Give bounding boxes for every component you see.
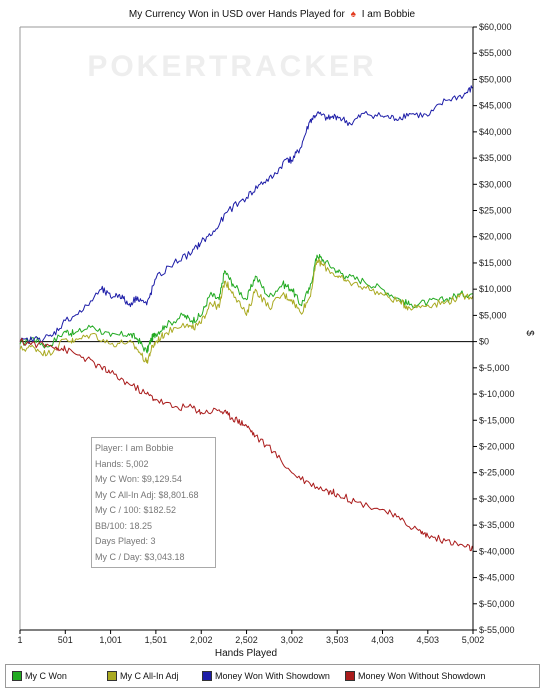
y-tick-label: $-5,000	[479, 363, 510, 373]
y-tick-label: $-30,000	[479, 494, 515, 504]
x-tick-label: 1,001	[99, 635, 122, 645]
y-tick-label: $30,000	[479, 179, 512, 189]
stats-line: Hands: 5,002	[95, 458, 149, 469]
y-tick-label: $-50,000	[479, 599, 515, 609]
y-tick-label: $50,000	[479, 74, 512, 84]
y-tick-label: $-20,000	[479, 441, 515, 451]
stats-line: My C / 100: $182.52	[95, 505, 177, 515]
x-tick-label: 1,501	[145, 635, 168, 645]
y-tick-label: $45,000	[479, 101, 512, 111]
spade-suit-icon: ♠	[351, 9, 357, 20]
series-line-money-won-without-showdown	[19, 337, 474, 552]
x-tick-label: 501	[58, 635, 73, 645]
y-tick-label: $60,000	[479, 22, 512, 32]
y-tick-label: $40,000	[479, 127, 512, 137]
x-tick-label: 2,002	[190, 635, 213, 645]
y-axis: $60,000 $55,000 $50,000 $45,000 $40,000 $35,0…	[472, 22, 515, 635]
chart-title: My Currency Won in USD over Hands Played…	[129, 9, 416, 20]
y-tick-label: $35,000	[479, 153, 512, 163]
pokertracker-watermark: POKERTRACKER	[87, 50, 376, 83]
y-tick-label: $-45,000	[479, 573, 515, 583]
legend-swatch	[345, 671, 355, 681]
series-group	[19, 85, 474, 552]
legend-label: Money Won With Showdown	[215, 671, 330, 681]
series-line-money-won-with-showdown	[19, 85, 474, 345]
stats-line: My C All-In Adj: $8,801.68	[95, 489, 199, 500]
x-tick-label: 3,002	[281, 635, 304, 645]
y-tick-label: $20,000	[479, 232, 512, 242]
y-tick-label: $25,000	[479, 206, 512, 216]
stats-line: Player: I am Bobbie	[95, 443, 174, 453]
stats-line: My C / Day: $3,043.18	[95, 551, 185, 562]
legend-swatch	[12, 671, 22, 681]
series-line-my-c-won	[19, 254, 474, 354]
legend-label: My C Won	[25, 671, 67, 681]
legend-item-money-won-without-showdown[interactable]: Money Won Without Showdown	[345, 671, 485, 681]
y-tick-label: $5,000	[479, 310, 507, 320]
y-tick-label: $10,000	[479, 284, 512, 294]
stats-line: Days Played: 3	[95, 536, 156, 546]
player-stats-box: Player: I am Bobbie Hands: 5,002 My C Won:…	[91, 437, 216, 568]
stats-line: My C Won: $9,129.54	[95, 474, 182, 484]
y-axis-title: $	[524, 330, 535, 336]
x-tick-label: 2,502	[235, 635, 258, 645]
y-tick-label: $-35,000	[479, 520, 515, 530]
x-tick-label: 4,003	[371, 635, 394, 645]
y-tick-label: $-10,000	[479, 389, 515, 399]
x-tick-label: 5,002	[462, 635, 485, 645]
x-axis: 1 501 1,001 1,501 2,002 2,502 3,002 3,503 4,003 4…	[17, 629, 485, 645]
x-axis-title: Hands Played	[215, 648, 277, 659]
chart-legend: My C Won My C All-In Adj Money Won With Sh…	[5, 664, 540, 688]
plot-area	[19, 26, 473, 630]
legend-label: My C All-In Adj	[120, 671, 179, 681]
x-tick-label: 3,503	[326, 635, 349, 645]
y-tick-label: $15,000	[479, 258, 512, 268]
y-tick-label: $0	[479, 337, 489, 347]
series-line-my-c-all-in-adj	[19, 258, 474, 364]
y-tick-label: $-40,000	[479, 546, 515, 556]
y-tick-label: $-25,000	[479, 468, 515, 478]
legend-item-my-c-all-in-adj[interactable]: My C All-In Adj	[107, 671, 179, 681]
legend-swatch	[202, 671, 212, 681]
y-tick-label: $55,000	[479, 48, 512, 58]
legend-item-my-c-won[interactable]: My C Won	[12, 671, 67, 681]
y-tick-label: $-55,000	[479, 625, 515, 635]
x-tick-label: 1	[17, 635, 22, 645]
y-tick-label: $-15,000	[479, 415, 515, 425]
legend-item-money-won-with-showdown[interactable]: Money Won With Showdown	[202, 671, 330, 681]
stats-line: BB/100: 18.25	[95, 520, 153, 531]
legend-label: Money Won Without Showdown	[358, 671, 486, 681]
x-tick-label: 4,503	[417, 635, 440, 645]
legend-swatch	[107, 671, 117, 681]
